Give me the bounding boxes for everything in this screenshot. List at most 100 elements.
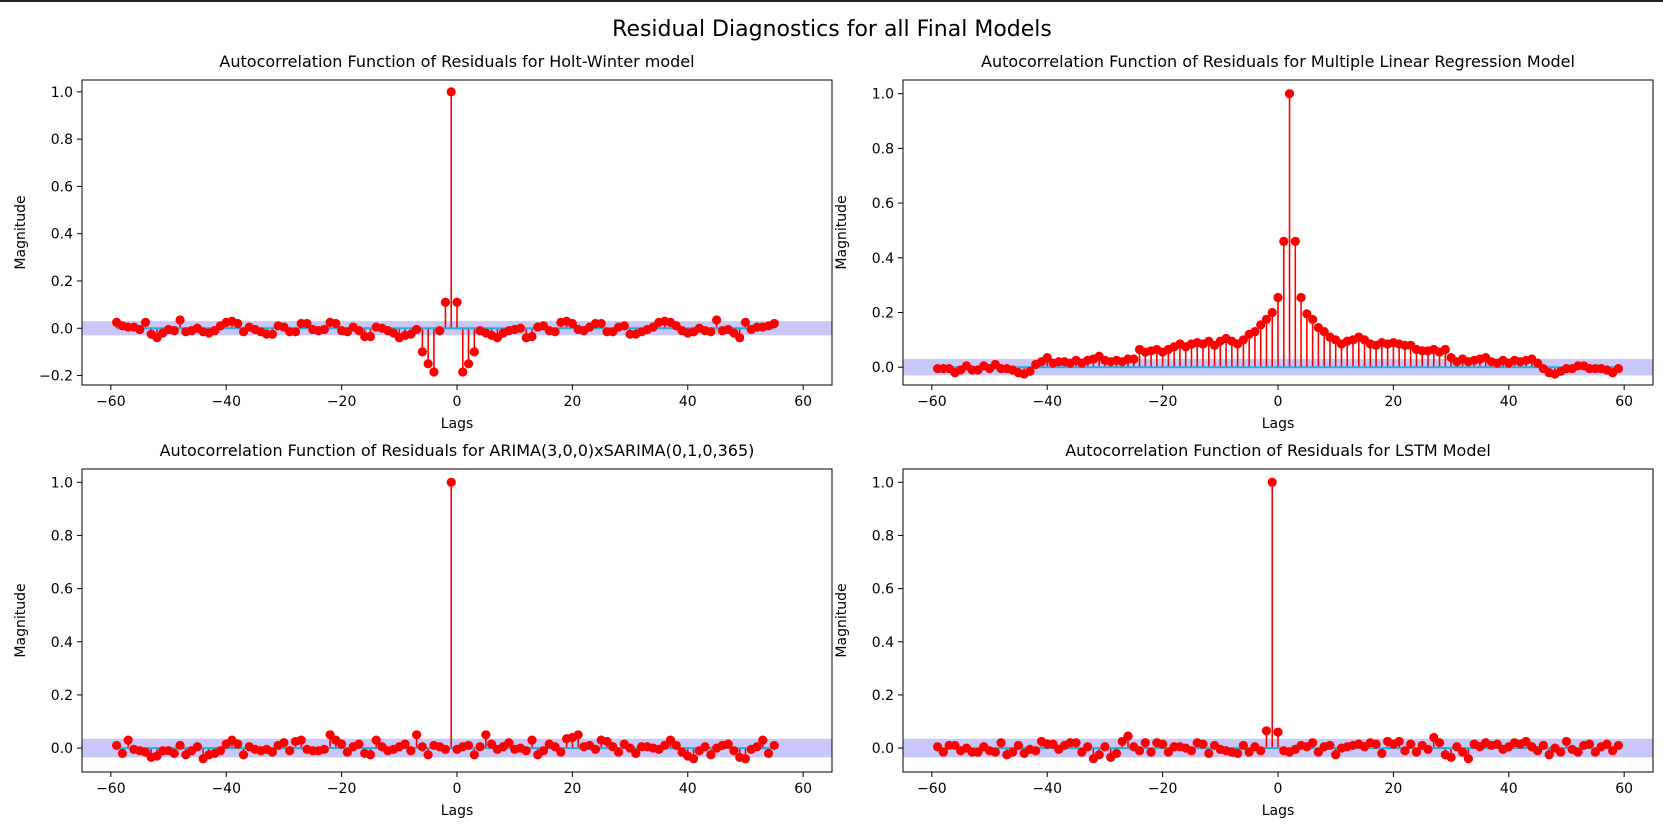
panel-title: Autocorrelation Function of Residuals fo… [1065,441,1491,460]
stem-marker [1042,353,1052,363]
stem-marker [1273,727,1283,737]
stem-marker [1198,739,1208,749]
x-tick-label: 40 [679,781,697,797]
y-axis-label: Magnitude [834,583,850,657]
stem-marker [752,742,762,752]
stem-marker [331,318,341,329]
stem-marker [337,739,347,749]
stem-marker [446,477,456,487]
stem-marker [406,746,416,756]
stem-marker [1094,750,1104,760]
stem-marker [290,327,301,337]
stem-marker [296,735,306,745]
stem-marker [1186,746,1197,756]
x-tick-label: 40 [679,394,697,410]
y-axis-label: Magnitude [13,195,29,269]
stem-marker [1319,327,1329,337]
y-tick-label: 0.0 [51,321,73,337]
stem-marker [469,750,479,760]
stem-marker [706,327,716,337]
stem-marker [117,748,127,758]
stem-marker [1284,89,1295,99]
stem-marker [613,747,624,757]
x-tick-label: 0 [1274,394,1283,410]
y-tick-label: 0.6 [872,582,894,598]
x-tick-label: −20 [1148,781,1178,797]
stem-marker [688,754,699,764]
stem-marker [990,747,1000,757]
stem-marker [371,735,381,745]
stem-marker [619,321,629,331]
stem-marker [1613,363,1623,374]
stem-marker [285,746,295,756]
stem-lines [115,482,776,759]
x-tick-label: −20 [1148,394,1178,410]
acf-panel-arima-sarima: −60 −40 −20 0 20 40 60 0.0 0.2 0.4 0.6 0.8 1.0 Autoco… [13,441,833,819]
stem-marker [671,740,681,751]
panel-title: Autocorrelation Function of Residuals fo… [219,52,694,71]
stem-markers [112,477,779,764]
x-tick-label: 0 [453,394,462,410]
stem-marker [590,744,601,755]
x-tick-label: −20 [327,781,357,797]
stem-marker [1308,314,1318,324]
y-tick-label: 1.0 [872,475,894,491]
stem-marker [1238,335,1248,345]
stem-marker [1273,292,1283,303]
stem-marker [1613,740,1623,751]
x-tick-label: −20 [327,394,357,410]
x-tick-label: −60 [96,781,126,797]
stem-marker [463,359,474,369]
stem-marker [1267,307,1277,318]
x-tick-label: 60 [1615,394,1633,410]
stem-marker [1250,327,1260,337]
stem-lines [936,93,1620,375]
stem-marker [1400,746,1410,756]
stem-marker [1411,747,1422,757]
stem-marker [1261,314,1272,324]
stem-marker [123,735,133,745]
stem-marker [1308,738,1318,748]
stem-marker [1129,354,1139,364]
acf-panel-lstm: −60 −40 −20 0 20 40 60 0.0 0.2 0.4 0.6 0.8 1.0 Autoco… [834,441,1654,819]
stem-marker [567,318,577,329]
stem-marker [1602,739,1612,749]
stem-marker [1083,742,1093,752]
y-tick-label: 0.0 [872,741,894,757]
stem-marker [400,739,410,749]
stem-marker [452,297,462,307]
x-tick-label: −60 [917,781,947,797]
stem-marker [521,746,531,756]
stem-marker [440,744,451,755]
y-tick-label: 0.0 [872,360,894,376]
x-tick-label: −40 [211,781,241,797]
acf-panel-holt-winter: −60 −40 −20 0 20 40 60 −0.2 0.0 0.2 0.4 0.6 0.8 1.0 Au… [13,52,833,432]
stem-marker [1238,740,1248,751]
stem-marker [412,324,422,335]
stem-marker [458,367,468,377]
stem-marker [112,740,122,751]
axes-frame [902,468,1654,773]
y-tick-label: 0.4 [872,251,894,267]
stem-marker [463,740,474,751]
stem-lines [936,482,1620,759]
y-tick-label: 0.2 [51,274,73,290]
stem-marker [238,750,249,760]
y-tick-label: 0.2 [872,306,894,322]
y-tick-label: 0.6 [872,196,894,212]
stem-marker [302,318,312,329]
y-tick-label: 0.8 [51,132,73,148]
stem-marker [1256,746,1266,756]
stem-marker [1267,477,1277,487]
stem-marker [550,327,560,337]
stem-marker [1111,748,1122,758]
y-axis-label: Magnitude [13,583,29,657]
stem-marker [365,750,376,760]
stem-marker [1261,726,1272,736]
stem-marker [1256,320,1266,330]
stem-marker [1233,748,1243,758]
stem-marker [233,318,243,329]
stem-marker [140,317,151,327]
stem-marker [475,742,485,752]
